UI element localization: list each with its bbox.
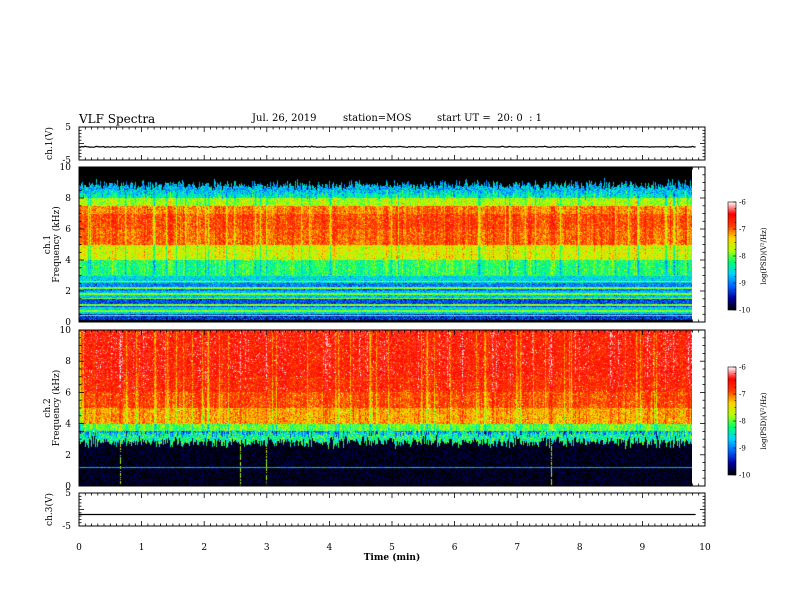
ch1-wave-line <box>78 145 696 149</box>
y-tick-label: 5 <box>65 123 71 133</box>
ch2-colorbar-label: log(PSD)(V²/Hz) <box>760 392 768 449</box>
ch1-volt-axis-label: ch.1(V) <box>44 127 55 160</box>
y-tick-label: 10 <box>60 326 72 336</box>
ch3-volt-axis-label: ch.3(V) <box>44 493 55 526</box>
ch2-freq-axis-sublabel: Frequency (kHz) <box>51 370 62 447</box>
x-tick-label: 8 <box>577 543 583 553</box>
start-ut-label: start UT = 20: 0 : 1 <box>437 113 543 124</box>
y-tick-label: 6 <box>65 225 71 235</box>
x-tick-label: 7 <box>514 543 520 553</box>
y-tick-label: 6 <box>65 388 71 398</box>
y-tick-label: 8 <box>65 194 71 204</box>
ch2-spectrogram <box>79 330 692 486</box>
colorbar-tick-label: -10 <box>739 472 750 480</box>
station-label: station=MOS <box>343 113 412 124</box>
ch1-colorbar-label: log(PSD)(V²/Hz) <box>760 227 768 284</box>
colorbar-tick-label: -6 <box>739 364 746 372</box>
y-tick-label: -5 <box>62 156 71 166</box>
x-tick-label: 9 <box>640 543 646 553</box>
x-tick-label: 3 <box>264 543 270 553</box>
y-tick-label: 2 <box>65 451 71 461</box>
date-label: Jul. 26, 2019 <box>252 113 317 124</box>
colorbar-tick-label: -8 <box>739 253 746 261</box>
x-tick-label: 1 <box>139 543 145 553</box>
y-tick-label: 5 <box>65 489 71 499</box>
x-axis-label: Time (min) <box>364 552 421 563</box>
x-tick-label: 0 <box>76 543 82 553</box>
ch1-freq-axis-label: ch.1 <box>43 235 53 254</box>
x-tick-label: 2 <box>201 543 207 553</box>
ch1-freq-axis-sublabel: Frequency (kHz) <box>51 206 62 283</box>
colorbar-tick-label: -8 <box>739 418 746 426</box>
x-tick-label: 6 <box>452 543 458 553</box>
y-tick-label: 4 <box>65 420 71 430</box>
colorbar-tick-label: -7 <box>739 226 746 234</box>
colorbar-tick-label: -9 <box>739 445 746 453</box>
x-tick-label: 10 <box>699 543 711 553</box>
colorbar-tick-label: -10 <box>739 307 750 315</box>
y-tick-label: -5 <box>62 522 71 532</box>
colorbar-tick-label: -7 <box>739 391 746 399</box>
ch1-spectrogram <box>79 167 692 322</box>
y-tick-label: 0 <box>65 482 71 492</box>
figure-title: VLF Spectra <box>79 112 156 126</box>
y-tick-label: 0 <box>65 318 71 328</box>
x-tick-label: 5 <box>389 543 395 553</box>
ch2-freq-axis-label: ch.2 <box>43 398 53 417</box>
colorbar-tick-label: -9 <box>739 280 746 288</box>
y-tick-label: 8 <box>65 357 71 367</box>
y-tick-label: 2 <box>65 287 71 297</box>
y-tick-label: 4 <box>65 256 71 266</box>
colorbar-tick-label: -6 <box>739 199 746 207</box>
y-tick-label: 10 <box>60 163 72 173</box>
x-tick-label: 4 <box>327 543 333 553</box>
